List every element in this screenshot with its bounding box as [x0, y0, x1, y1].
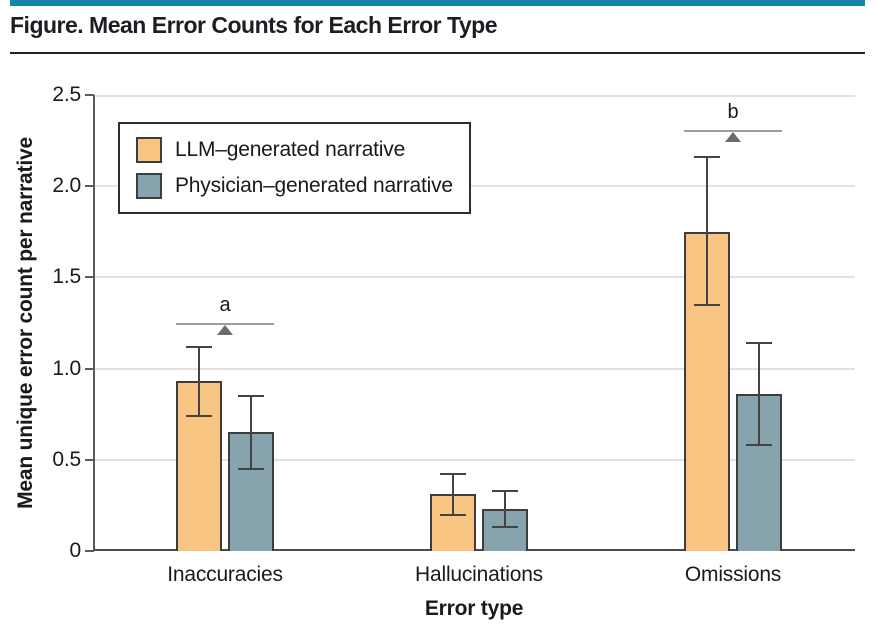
- error-bar: [250, 395, 252, 469]
- figure-title: Figure. Mean Error Counts for Each Error…: [10, 12, 498, 38]
- significance-label-b: b: [727, 100, 739, 123]
- error-bar: [758, 343, 760, 446]
- significance-triangle-icon: [217, 325, 233, 335]
- legend-swatch-llm: [136, 137, 162, 163]
- gridline: [95, 185, 855, 188]
- top-accent-bar: [10, 0, 865, 6]
- x-axis-title: Error type: [424, 597, 524, 620]
- y-tick-label: 1.0: [52, 356, 81, 380]
- error-bar-cap-top: [694, 156, 720, 159]
- y-tick-label: 2.5: [52, 83, 81, 106]
- error-bar-cap-top: [238, 394, 264, 397]
- error-bar-cap-top: [440, 473, 466, 476]
- y-tick-label: 2.0: [52, 174, 81, 198]
- error-bar-cap-bottom: [746, 444, 772, 447]
- legend-swatch-physician: [136, 173, 162, 199]
- title-divider: [10, 52, 865, 54]
- error-bar-cap-bottom: [440, 513, 466, 516]
- legend-item-physician: Physician–generated narrative: [136, 173, 453, 199]
- error-bar: [198, 346, 200, 416]
- significance-triangle-icon: [725, 131, 741, 142]
- gridline: [95, 276, 855, 279]
- bar-omissions-llm: [684, 231, 730, 551]
- y-axis-tick: [85, 550, 94, 552]
- significance-label-a: a: [219, 294, 231, 316]
- legend: LLM–generated narrative Physician–genera…: [118, 122, 471, 214]
- legend-label-llm: LLM–generated narrative: [175, 138, 406, 161]
- y-axis-tick: [85, 185, 94, 188]
- significance-line-b: [684, 129, 782, 132]
- y-axis-tick: [85, 94, 94, 96]
- legend-item-llm: LLM–generated narrative: [136, 137, 453, 163]
- legend-label-physician: Physician–generated narrative: [175, 174, 453, 197]
- gridline: [95, 367, 855, 370]
- error-bar-cap-top: [492, 489, 518, 492]
- error-bar: [706, 157, 708, 305]
- bar-inaccuracies-llm: [176, 381, 222, 551]
- gridline: [95, 458, 855, 461]
- y-tick-label: 1.5: [52, 265, 81, 289]
- y-axis-tick: [85, 367, 94, 370]
- error-bar-cap-top: [746, 342, 772, 345]
- error-bar-cap-bottom: [186, 415, 212, 418]
- x-tick-label: Omissions: [684, 563, 782, 586]
- x-tick-label: Inaccuracies: [167, 563, 283, 586]
- error-bar-cap-bottom: [492, 526, 518, 529]
- error-bar-cap-bottom: [694, 303, 720, 306]
- significance-line-a: [176, 323, 274, 325]
- y-axis-tick: [85, 458, 94, 461]
- error-bar-cap-bottom: [238, 467, 264, 470]
- x-tick-label: Hallucinations: [415, 563, 543, 586]
- gridline: [95, 95, 855, 97]
- plot-area: 0 0.5 1.0 1.5 2.0 2.5 Inaccuracies Hallucinatio…: [52, 83, 855, 586]
- y-tick-label: 0: [69, 539, 82, 562]
- bar-omissions-physician: [736, 394, 782, 551]
- error-bar-cap-top: [186, 345, 212, 348]
- y-axis-tick: [85, 276, 94, 279]
- error-bar: [452, 474, 454, 515]
- y-tick-label: 0.5: [52, 447, 81, 471]
- error-bar: [504, 490, 506, 528]
